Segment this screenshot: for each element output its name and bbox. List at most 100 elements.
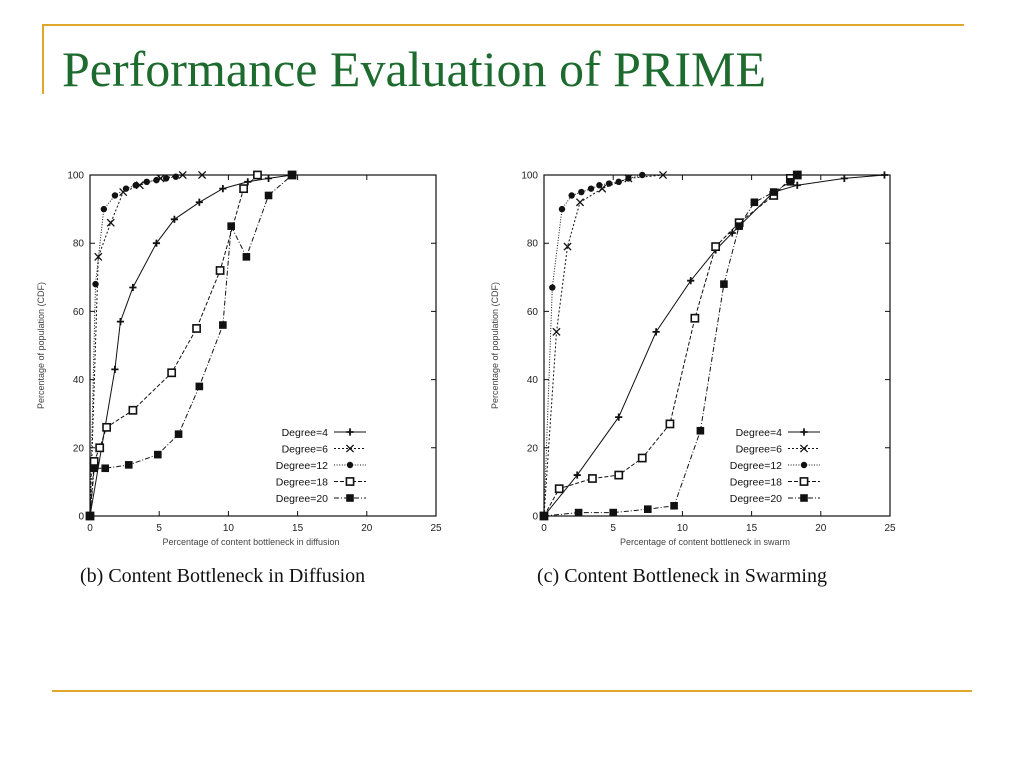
chart-c-series-0-point-10 xyxy=(880,171,889,179)
chart-content-bottleneck-swarming: 0 5 10 15 20 25 0 20 40 60 80 100 Percentage of cont… xyxy=(490,170,896,548)
chart-c-series-0-point-2 xyxy=(615,413,623,421)
chart-b-series-1-point-1 xyxy=(94,252,103,261)
chart-c-series-3-point-3 xyxy=(614,470,624,480)
chart-c-series-3-point-4 xyxy=(637,453,647,463)
chart-b-y-tick-label-4: 80 xyxy=(73,239,85,250)
chart-b-series-0-point-1 xyxy=(111,365,119,373)
chart-c-series-2-point-8 xyxy=(615,178,622,186)
chart-c-series-0-line xyxy=(543,174,885,517)
chart-b-series-3-point-3 xyxy=(102,422,112,432)
chart-c-series-1-point-1 xyxy=(552,327,561,336)
chart-b-y-tick-label-0: 0 xyxy=(78,512,84,523)
chart-c-series-0-point-4 xyxy=(687,277,695,285)
chart-c-legend-label-3: Degree=18 xyxy=(730,476,782,488)
chart-c-series-2-point-5 xyxy=(587,185,595,192)
chart-b-legend-label-0: Degree=4 xyxy=(282,427,329,439)
chart-b-series-2 xyxy=(86,173,180,520)
chart-c-y-tick-label-0: 0 xyxy=(532,512,538,523)
chart-b-series-4-point-1 xyxy=(90,464,98,473)
chart-b-series-2-point-8 xyxy=(162,175,170,182)
chart-c-series-4-point-3 xyxy=(644,505,652,513)
chart-b-series-0 xyxy=(86,171,296,520)
chart-c-series-3-point-5 xyxy=(665,419,675,429)
chart-b-legend-label-2: Degree=12 xyxy=(276,460,328,472)
chart-c-series-4-point-9 xyxy=(769,188,778,196)
chart-c-series-4-point-4 xyxy=(670,501,678,510)
chart-c-series-1-line xyxy=(543,174,664,517)
chart-b-series-2-point-6 xyxy=(143,178,150,186)
chart-b-series-1-point-7 xyxy=(198,170,207,180)
chart-b-x-tick-label-5: 25 xyxy=(430,523,442,534)
chart-c-series-2-point-10 xyxy=(639,171,646,179)
chart-b-x-tick-label-2: 10 xyxy=(223,523,235,534)
chart-c-legend-label-0: Degree=4 xyxy=(736,427,783,439)
chart-b-series-3-point-9 xyxy=(253,170,262,180)
chart-c-legend-marker-0 xyxy=(800,428,808,436)
chart-b-series-3-point-8 xyxy=(239,184,249,194)
chart-c-series-3-point-6 xyxy=(690,313,700,323)
chart-b-series-1-point-2 xyxy=(106,218,115,227)
chart-b-series-3-point-6 xyxy=(192,324,201,333)
chart-b-series-3-point-5 xyxy=(167,368,177,378)
chart-c-series-2-point-7 xyxy=(605,180,613,187)
chart-c-series-1-point-3 xyxy=(575,198,585,207)
chart-b-legend-label-1: Degree=6 xyxy=(282,443,329,455)
chart-c-plot-frame xyxy=(543,174,891,517)
chart-b-legend-marker-3 xyxy=(345,477,355,486)
chart-b-series-4-point-2 xyxy=(101,464,110,473)
chart-b-legend-marker-4 xyxy=(346,494,354,502)
chart-c-series-1-point-6 xyxy=(658,170,668,180)
chart-b-series-3-point-2 xyxy=(95,443,105,453)
chart-c-series-0 xyxy=(540,171,889,520)
chart-b-series-4-point-3 xyxy=(124,461,133,469)
chart-c-series-4-point-5 xyxy=(696,426,705,435)
chart-c-x-tick-label-2: 10 xyxy=(677,523,689,534)
chart-c-series-0-point-9 xyxy=(840,174,848,183)
chart-c-series-2-point-6 xyxy=(596,182,603,189)
chart-c-series-2-point-3 xyxy=(568,192,575,199)
chart-c-x-tick-label-5: 25 xyxy=(884,523,896,534)
chart-c-y-tick-label-3: 60 xyxy=(527,307,539,318)
chart-b-series-2-point-1 xyxy=(92,280,99,288)
chart-b-x-tick-label-3: 15 xyxy=(292,523,304,534)
chart-b-series-0-point-2 xyxy=(116,318,125,326)
chart-b-series-0-line xyxy=(89,174,293,517)
chart-b-series-1-point-6 xyxy=(178,170,187,180)
title-top-rule xyxy=(42,24,964,26)
chart-c-legend-marker-4 xyxy=(800,494,808,502)
chart-c-x-tick-label-1: 5 xyxy=(610,523,616,534)
chart-c-series-1 xyxy=(539,170,668,521)
chart-b-series-4-point-7 xyxy=(219,321,227,329)
chart-c-y-tick-label-4: 80 xyxy=(527,239,539,250)
chart-b-series-2-line xyxy=(89,176,176,517)
chart-c-series-4-point-0 xyxy=(540,512,548,520)
chart-b-series-2-point-2 xyxy=(100,205,108,213)
chart-b-series-2-point-3 xyxy=(111,192,119,199)
chart-b-legend-marker-0 xyxy=(346,428,354,436)
chart-b-series-4-line xyxy=(89,174,293,517)
title-left-rule xyxy=(42,24,44,94)
chart-b-series-0-point-5 xyxy=(170,215,179,223)
chart-c-series-2-point-2 xyxy=(558,205,566,213)
slide-title: Performance Evaluation of PRIME xyxy=(62,41,766,97)
chart-b-legend-marker-1 xyxy=(345,444,355,453)
chart-b-series-4-point-4 xyxy=(154,450,162,459)
chart-b-series-2-point-9 xyxy=(172,173,180,180)
chart-b-x-axis-label: Percentage of content bottleneck in diff… xyxy=(163,537,340,547)
chart-c-series-3-point-1 xyxy=(554,484,564,494)
chart-c-x-tick-label-4: 20 xyxy=(815,523,827,534)
chart-b-series-3-point-7 xyxy=(215,266,225,275)
chart-content-bottleneck-diffusion: 0 5 10 15 20 25 0 20 40 60 80 100 Percentage of cont… xyxy=(36,170,442,548)
chart-c-series-4-point-7 xyxy=(735,222,743,230)
chart-c-series-4-point-11 xyxy=(793,171,802,179)
chart-b-series-0-point-3 xyxy=(129,283,137,292)
chart-b-y-tick-label-1: 20 xyxy=(73,443,85,454)
chart-b-series-1-line xyxy=(89,174,203,517)
chart-c-series-0-point-1 xyxy=(573,471,581,479)
chart-c-series-2-line xyxy=(543,174,643,517)
chart-b-series-4-point-5 xyxy=(174,430,183,438)
chart-c-series-2-point-4 xyxy=(578,188,585,196)
chart-c-y-axis-label: Percentage of population (CDF) xyxy=(490,282,500,409)
chart-b-series-3-point-4 xyxy=(128,405,138,415)
chart-c-series-3-point-7 xyxy=(711,242,721,252)
